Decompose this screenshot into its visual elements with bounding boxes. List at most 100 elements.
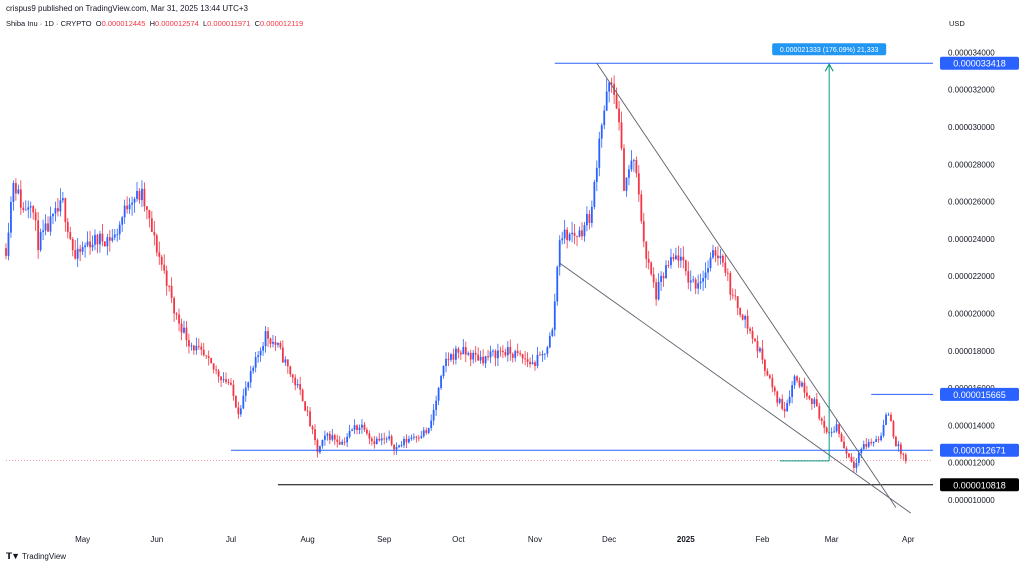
candle-body <box>412 436 415 438</box>
candle-body <box>721 255 724 263</box>
x-tick-label: May <box>75 535 90 544</box>
candle-body <box>422 430 425 437</box>
candle-body <box>29 206 32 208</box>
candle-body <box>76 248 79 259</box>
candle-body <box>843 441 845 449</box>
candle-body <box>524 358 527 360</box>
candle-body <box>773 387 776 392</box>
candle-body <box>726 272 729 274</box>
candle-body <box>10 201 12 233</box>
candle-body <box>605 91 608 111</box>
candle-body <box>744 316 747 320</box>
candle-body <box>363 424 366 430</box>
candle-body <box>17 189 20 194</box>
candle-body <box>153 232 156 236</box>
candle-body <box>724 262 727 273</box>
candle-body <box>415 436 418 438</box>
candle-body <box>529 361 531 365</box>
candle-body <box>42 230 44 232</box>
candle-body <box>44 223 47 231</box>
candle-body <box>319 446 321 453</box>
candle-body <box>150 218 153 233</box>
candle-body <box>504 352 507 356</box>
candle-body <box>192 345 195 351</box>
candle-body <box>225 379 227 382</box>
candle-body <box>492 350 494 352</box>
x-tick-label: 2025 <box>677 535 695 544</box>
candle-body <box>687 271 690 283</box>
candle-body <box>131 202 133 205</box>
candle-body <box>64 198 67 223</box>
candle-body <box>764 359 766 371</box>
candle-body <box>808 396 811 399</box>
candle-body <box>227 381 230 383</box>
candle-body <box>178 314 180 324</box>
candle-body <box>84 245 87 248</box>
candle-body <box>576 235 578 237</box>
candle-body <box>650 262 653 275</box>
candle-body <box>118 224 121 235</box>
candle-body <box>489 351 492 358</box>
candle-body <box>403 438 405 446</box>
candle-body <box>447 358 450 360</box>
price-label-text: 0.000015665 <box>953 390 1006 400</box>
candle-body <box>739 308 742 315</box>
candle-body <box>32 206 35 213</box>
candle-body <box>427 428 430 433</box>
candle-body <box>190 345 193 347</box>
candle-body <box>338 441 341 445</box>
candle-body <box>714 250 717 256</box>
candle-body <box>645 241 648 259</box>
candle-body <box>37 220 40 251</box>
candle-body <box>581 230 583 237</box>
x-tick-label: Feb <box>756 535 770 544</box>
candle-body <box>536 354 539 366</box>
candle-body <box>558 240 561 267</box>
candle-body <box>897 444 900 447</box>
candle-body <box>158 252 161 257</box>
candle-body <box>274 341 277 345</box>
candle-body <box>756 341 759 352</box>
candle-body <box>867 442 870 447</box>
candle-body <box>269 338 272 344</box>
candle-body <box>351 429 353 431</box>
candle-body <box>432 409 435 421</box>
candle-body <box>830 432 833 433</box>
candle-body <box>707 268 709 273</box>
candle-body <box>366 429 368 434</box>
candle-body <box>865 444 868 447</box>
candle-body <box>420 436 423 438</box>
candle-body <box>902 453 905 455</box>
candle-body <box>133 198 136 203</box>
candle-body <box>254 357 257 368</box>
candle-body <box>771 378 774 388</box>
candle-body <box>52 213 54 217</box>
candle-body <box>252 367 255 372</box>
candle-body <box>751 330 754 339</box>
candle-body <box>160 256 163 265</box>
candle-body <box>148 209 151 219</box>
x-tick-label: Aug <box>300 535 314 544</box>
candle-body <box>5 248 7 256</box>
footer-brand-label: TradingView <box>22 552 67 561</box>
candle-body <box>610 82 613 84</box>
candle-body <box>405 438 408 443</box>
y-tick-label: 0.000028000 <box>948 160 995 169</box>
candle-body <box>712 250 714 258</box>
candle-body <box>375 438 378 445</box>
candle-body <box>679 256 682 261</box>
candle-body <box>410 437 413 439</box>
candle-body <box>239 408 242 415</box>
candle-body <box>689 280 692 283</box>
candle-body <box>640 194 643 222</box>
candle-body <box>543 353 546 355</box>
candle-body <box>516 351 519 353</box>
candle-body <box>202 349 205 356</box>
candle-body <box>566 229 569 241</box>
candle-body <box>501 350 504 353</box>
candle-body <box>838 424 840 434</box>
candle-body <box>168 285 171 287</box>
candle-body <box>212 363 215 370</box>
candle-body <box>717 255 719 259</box>
